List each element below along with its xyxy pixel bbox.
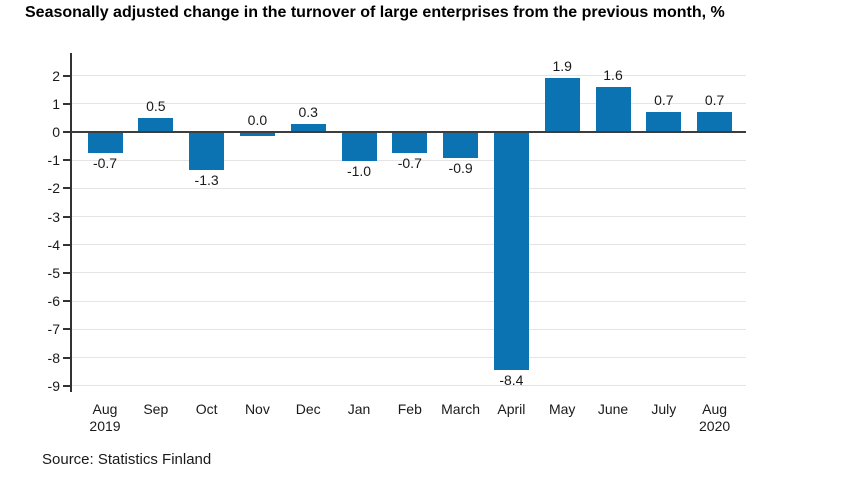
gridline xyxy=(72,385,746,387)
bar xyxy=(493,132,529,370)
gridline xyxy=(72,244,746,246)
bar-value-label: -0.7 xyxy=(397,154,422,171)
x-axis-label: Dec xyxy=(295,401,321,417)
x-axis-label: April xyxy=(497,401,526,417)
y-tick-label: -6 xyxy=(47,293,60,310)
y-axis-tick xyxy=(63,271,72,274)
y-axis-tick xyxy=(63,159,72,162)
chart-title: Seasonally adjusted change in the turnov… xyxy=(25,4,725,21)
x-axis-label: July xyxy=(651,401,677,417)
x-axis-label: Sep xyxy=(143,401,169,417)
y-axis-tick xyxy=(63,384,72,387)
bar xyxy=(290,123,326,132)
gridline xyxy=(72,103,746,105)
y-tick-label: -3 xyxy=(47,208,60,225)
y-axis-tick xyxy=(63,356,72,359)
y-tick-label: 2 xyxy=(52,67,60,84)
bar-value-label: -0.9 xyxy=(448,160,473,177)
bar-value-label: 0.3 xyxy=(298,103,318,120)
y-axis-tick xyxy=(63,300,72,303)
y-axis-line xyxy=(70,53,72,392)
y-axis-tick xyxy=(63,215,72,218)
y-tick-label: -7 xyxy=(47,321,60,338)
y-axis-tick xyxy=(63,102,72,105)
bar xyxy=(239,132,275,136)
y-tick-label: -2 xyxy=(47,180,60,197)
bar-value-label: -1.3 xyxy=(194,171,219,188)
x-axis-label: Jan xyxy=(347,401,371,417)
x-axis-label: Feb xyxy=(397,401,422,417)
bar-value-label: -0.7 xyxy=(92,154,118,171)
bar xyxy=(443,132,479,159)
y-axis-tick xyxy=(63,74,72,77)
y-axis-tick xyxy=(63,187,72,190)
zero-line xyxy=(72,130,746,133)
gridline xyxy=(72,75,746,77)
bar-value-label: 0.0 xyxy=(247,111,268,128)
bar xyxy=(87,132,123,153)
y-tick-label: -8 xyxy=(47,349,60,366)
bar xyxy=(646,112,682,132)
gridline xyxy=(72,216,746,218)
x-axis-label: May xyxy=(548,401,576,417)
bar xyxy=(189,132,225,170)
y-tick-label: 1 xyxy=(52,95,60,112)
bar-value-label: 1.6 xyxy=(603,66,623,83)
y-axis-tick xyxy=(63,130,72,133)
bar xyxy=(138,117,174,132)
bar-value-label: 1.9 xyxy=(552,58,572,75)
bar xyxy=(544,78,580,132)
gridline xyxy=(72,300,746,302)
y-axis-tick xyxy=(63,243,72,246)
x-axis-label: Oct xyxy=(195,401,218,417)
plot-area: 2 1 0 -1 -2 -3 -4 -5 -6 -7 -8 -9 -0.7 Aug 2019 0.5 Sep -… xyxy=(48,53,746,434)
bar-value-label: -8.4 xyxy=(499,371,524,388)
gridline xyxy=(72,357,746,359)
y-tick-label: 0 xyxy=(52,123,60,140)
y-tick-label: -4 xyxy=(47,236,60,253)
x-axis-label: June xyxy=(597,401,629,417)
bar xyxy=(697,112,733,132)
x-axis-label: Nov xyxy=(244,401,270,417)
x-axis-label: Aug 2020 xyxy=(699,401,731,434)
gridline xyxy=(72,159,746,161)
bar-value-label: 0.7 xyxy=(704,92,725,109)
bar xyxy=(341,132,377,162)
source-note: Source: Statistics Finland xyxy=(42,451,212,468)
y-axis-tick xyxy=(63,328,72,331)
gridline xyxy=(72,272,746,274)
bar-value-label: 0.7 xyxy=(654,92,674,109)
x-axis-label: Aug 2019 xyxy=(89,401,121,434)
x-axis-label: March xyxy=(441,401,481,417)
bar-value-label: 0.5 xyxy=(146,97,166,114)
y-tick-label: -1 xyxy=(47,152,60,169)
gridline xyxy=(72,328,746,330)
y-tick-label: -9 xyxy=(47,377,60,394)
bar xyxy=(595,86,631,132)
bar-value-label: -1.0 xyxy=(346,163,372,180)
bar xyxy=(392,132,428,153)
gridline xyxy=(72,187,746,189)
y-tick-label: -5 xyxy=(47,264,60,281)
